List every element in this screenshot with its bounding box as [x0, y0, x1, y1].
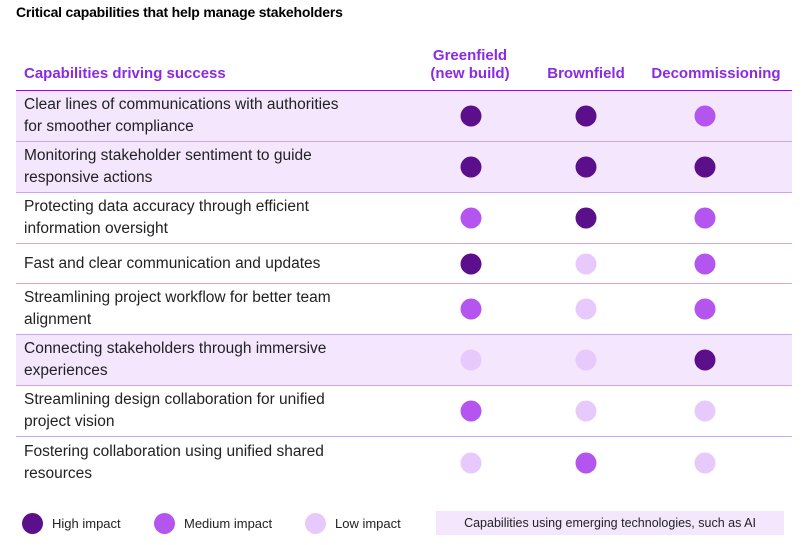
brownfield-impact-dot	[575, 253, 597, 274]
table-row: Streamlining design collaboration for un…	[16, 386, 792, 437]
capability-label-line1: Fast and clear communication and updates	[24, 254, 321, 272]
capability-label-line1: Streamlining design collaboration for un…	[24, 391, 325, 408]
capability-label-line2: responsive actions	[24, 169, 153, 186]
legend-high: High impact	[22, 511, 121, 535]
table-row: Protecting data accuracy through efficie…	[16, 193, 792, 244]
brownfield-impact-dot	[575, 298, 597, 320]
capability-label-line2: project vision	[24, 413, 115, 430]
brownfield-impact-dot	[575, 452, 597, 473]
decommissioning-impact-dot	[694, 105, 716, 127]
capability-label: Protecting data accuracy through efficie…	[24, 196, 424, 240]
brownfield-impact-dot	[575, 207, 597, 229]
header-greenfield: Greenfield (new build)	[416, 47, 524, 83]
decommissioning-impact-dot	[694, 400, 716, 422]
table-row: Monitoring stakeholder sentiment to guid…	[16, 142, 792, 193]
legend-low-label: Low impact	[335, 515, 401, 531]
greenfield-impact-dot	[460, 156, 482, 178]
capability-label-line2: experiences	[24, 362, 108, 379]
medium-impact-dot-icon	[154, 512, 175, 534]
brownfield-impact-dot	[575, 400, 597, 422]
capability-label-line2: information oversight	[24, 220, 168, 237]
legend: High impact Medium impact Low impact Cap…	[16, 511, 792, 535]
header-capabilities: Capabilities driving success	[24, 65, 226, 82]
capability-label-line1: Fostering collaboration using unified sh…	[24, 442, 324, 460]
table-header: Capabilities driving success Greenfield …	[16, 44, 792, 92]
decommissioning-impact-dot	[694, 298, 716, 320]
capability-label: Monitoring stakeholder sentiment to guid…	[24, 145, 424, 189]
legend-emerging-label: Capabilities using emerging technologies…	[464, 516, 756, 530]
greenfield-impact-dot	[460, 207, 482, 229]
table-row: Streamlining project workflow for better…	[16, 284, 792, 335]
table-row: Clear lines of communications with autho…	[16, 91, 792, 142]
capability-label: Streamlining project workflow for better…	[24, 287, 424, 331]
greenfield-impact-dot	[460, 298, 482, 320]
page-title: Critical capabilities that help manage s…	[16, 4, 343, 20]
greenfield-impact-dot	[460, 349, 482, 371]
high-impact-dot-icon	[22, 512, 43, 534]
capability-label-line1: Clear lines of communications with autho…	[24, 96, 339, 113]
decommissioning-impact-dot	[694, 452, 716, 473]
capability-label-line1: Connecting stakeholders through immersiv…	[24, 340, 327, 357]
decommissioning-impact-dot	[694, 253, 716, 274]
capabilities-table: Clear lines of communications with autho…	[16, 91, 792, 488]
legend-low: Low impact	[305, 511, 401, 535]
capability-label: Streamlining design collaboration for un…	[24, 389, 424, 433]
capability-label: Fast and clear communication and updates	[24, 253, 424, 275]
greenfield-impact-dot	[460, 452, 482, 473]
table-row: Fast and clear communication and updates	[16, 244, 792, 284]
legend-emerging-tech: Capabilities using emerging technologies…	[436, 511, 784, 535]
greenfield-impact-dot	[460, 400, 482, 422]
brownfield-impact-dot	[575, 156, 597, 178]
capability-label: Fostering collaboration using unified sh…	[24, 441, 424, 485]
decommissioning-impact-dot	[694, 207, 716, 229]
capability-label-line1: Protecting data accuracy through efficie…	[24, 198, 309, 215]
greenfield-impact-dot	[460, 253, 482, 274]
header-greenfield-line1: Greenfield	[432, 47, 508, 64]
brownfield-impact-dot	[575, 105, 597, 127]
decommissioning-impact-dot	[694, 156, 716, 178]
legend-medium-label: Medium impact	[184, 515, 273, 531]
capability-label: Connecting stakeholders through immersiv…	[24, 338, 424, 382]
legend-medium: Medium impact	[154, 511, 272, 535]
capability-label: Clear lines of communications with autho…	[24, 94, 424, 138]
brownfield-impact-dot	[575, 349, 597, 371]
capability-label-line1: Streamlining project workflow for better…	[24, 289, 331, 306]
table-row: Connecting stakeholders through immersiv…	[16, 335, 792, 386]
header-brownfield: Brownfield	[547, 65, 625, 82]
legend-high-label: High impact	[52, 515, 121, 531]
capability-label-line2: for smoother compliance	[24, 118, 194, 135]
decommissioning-impact-dot	[694, 349, 716, 371]
capability-label-line2: alignment	[24, 311, 92, 328]
low-impact-dot-icon	[305, 512, 326, 534]
capability-label-line1: Monitoring stakeholder sentiment to guid…	[24, 147, 312, 164]
table-row: Fostering collaboration using unified sh…	[16, 437, 792, 488]
greenfield-impact-dot	[460, 105, 482, 127]
capability-label-line2: resources	[24, 464, 93, 482]
header-decommissioning: Decommissioning	[651, 65, 781, 82]
header-greenfield-line2: (new build)	[430, 65, 510, 82]
